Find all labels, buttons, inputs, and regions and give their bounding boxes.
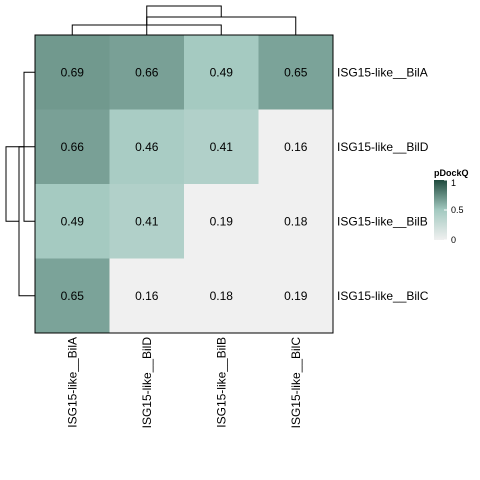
heatmap-cell — [184, 35, 259, 110]
heatmap-cell — [258, 35, 334, 110]
cell-value-label: 0.65 — [284, 65, 308, 79]
row-label: ISG15-like__BilB — [337, 214, 428, 228]
cell-value-label: 0.18 — [210, 289, 234, 303]
dendrogram-branch — [5, 146, 24, 222]
legend-title: pDockQ — [434, 168, 469, 178]
column-dendrogram — [71, 5, 297, 35]
cell-value-label: 0.69 — [61, 65, 85, 79]
cell-value-label: 0.19 — [210, 214, 234, 228]
cell-value-label: 0.46 — [135, 140, 159, 154]
cell-value-label: 0.65 — [61, 289, 85, 303]
row-label: ISG15-like__BilA — [337, 65, 428, 79]
dendrogram-branch — [146, 5, 222, 25]
heatmap-cell — [35, 184, 110, 259]
cell-value-label: 0.41 — [135, 214, 159, 228]
heatmap-cell — [258, 109, 334, 185]
cell-value-label: 0.18 — [284, 214, 308, 228]
cell-value-label: 0.19 — [284, 289, 308, 303]
legend: pDockQ 10.50 — [434, 168, 469, 245]
cell-value-label: 0.41 — [210, 140, 234, 154]
heatmap-cell — [109, 35, 185, 110]
row-labels: ISG15-like__BilA ISG15-like__BilD ISG15-li… — [337, 65, 429, 303]
heatmap-cells — [35, 35, 334, 334]
cell-value-label: 0.66 — [135, 65, 159, 79]
heatmap-cell — [35, 35, 110, 110]
cell-value-label: 0.49 — [210, 65, 234, 79]
heatmap-cell — [35, 109, 110, 185]
heatmap-cell — [109, 109, 185, 185]
cell-value-label: 0.16 — [284, 140, 308, 154]
cell-value-label: 0.16 — [135, 289, 159, 303]
heatmap-cell — [109, 258, 185, 334]
heatmap-cell — [258, 184, 334, 259]
column-label: ISG15-like__BilD — [140, 337, 154, 429]
heatmap-cell — [184, 258, 259, 334]
row-dendrogram — [5, 71, 35, 297]
cell-value-label: 0.49 — [61, 214, 85, 228]
heatmap-border — [34, 34, 334, 334]
legend-color-bar — [434, 180, 447, 240]
column-label: ISG15-like__BilC — [289, 337, 303, 429]
legend-ticks: 10.50 — [444, 178, 464, 245]
column-label: ISG15-like__BilA — [65, 337, 79, 428]
heatmap-cell — [35, 258, 110, 334]
row-label: ISG15-like__BilC — [337, 289, 429, 303]
heatmap-cell-labels: 0.69 0.66 0.49 0.65 0.66 0.46 0.41 0.16 0.49 0.41… — [61, 65, 308, 303]
legend-tick-label: 0.5 — [451, 205, 464, 215]
column-labels: ISG15-like__BilA ISG15-like__BilD ISG15-li… — [65, 337, 303, 429]
legend-tick-label: 1 — [451, 178, 456, 188]
row-label: ISG15-like__BilD — [337, 140, 429, 154]
heatmap-cell — [109, 184, 185, 259]
cell-value-label: 0.66 — [61, 140, 85, 154]
heatmap-cell — [184, 184, 259, 259]
legend-tick-label: 0 — [451, 235, 456, 245]
column-label: ISG15-like__BilB — [214, 337, 228, 428]
heatmap-cell — [184, 109, 259, 185]
heatmap-cell — [258, 258, 334, 334]
